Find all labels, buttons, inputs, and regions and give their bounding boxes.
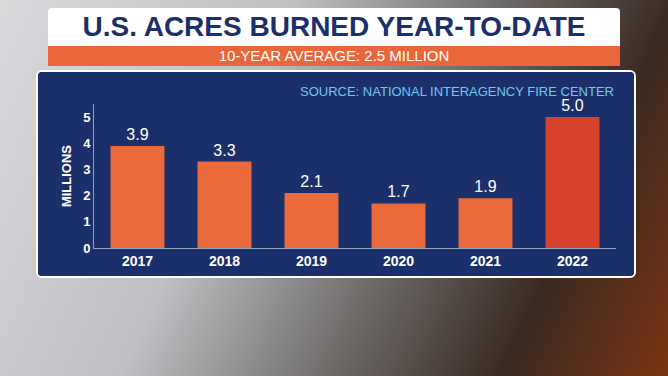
svg-text:2020: 2020: [383, 253, 414, 269]
svg-text:2022: 2022: [557, 253, 588, 269]
svg-text:2019: 2019: [296, 253, 327, 269]
svg-text:2.1: 2.1: [300, 173, 322, 190]
svg-text:2021: 2021: [470, 253, 501, 269]
svg-text:4: 4: [83, 136, 91, 151]
html-text:10-YEAR AVERAGE: 2.5 MILLION: 10-YEAR AVERAGE: 2.5 MILLION: [218, 47, 450, 64]
svg-text:1: 1: [83, 214, 90, 229]
html-text:U.S. ACRES BURNED YEAR-TO-DATE: U.S. ACRES BURNED YEAR-TO-DATE: [82, 11, 586, 42]
svg-text:SOURCE: NATIONAL INTERAGENCY F: SOURCE: NATIONAL INTERAGENCY FIRE CENTER: [300, 84, 614, 99]
svg-text:2017: 2017: [122, 253, 153, 269]
svg-text:3: 3: [83, 162, 90, 177]
svg-text:MILLIONS: MILLIONS: [59, 145, 74, 207]
svg-text:2: 2: [83, 188, 90, 203]
svg-text:0: 0: [83, 241, 90, 256]
svg-text:2018: 2018: [209, 253, 240, 269]
svg-text:5.0: 5.0: [561, 97, 583, 114]
svg-text:3.9: 3.9: [126, 126, 148, 143]
svg-text:5: 5: [83, 110, 90, 125]
svg-text:1.9: 1.9: [474, 178, 496, 195]
svg-text:3.3: 3.3: [213, 142, 235, 159]
svg-text:1.7: 1.7: [387, 183, 409, 200]
